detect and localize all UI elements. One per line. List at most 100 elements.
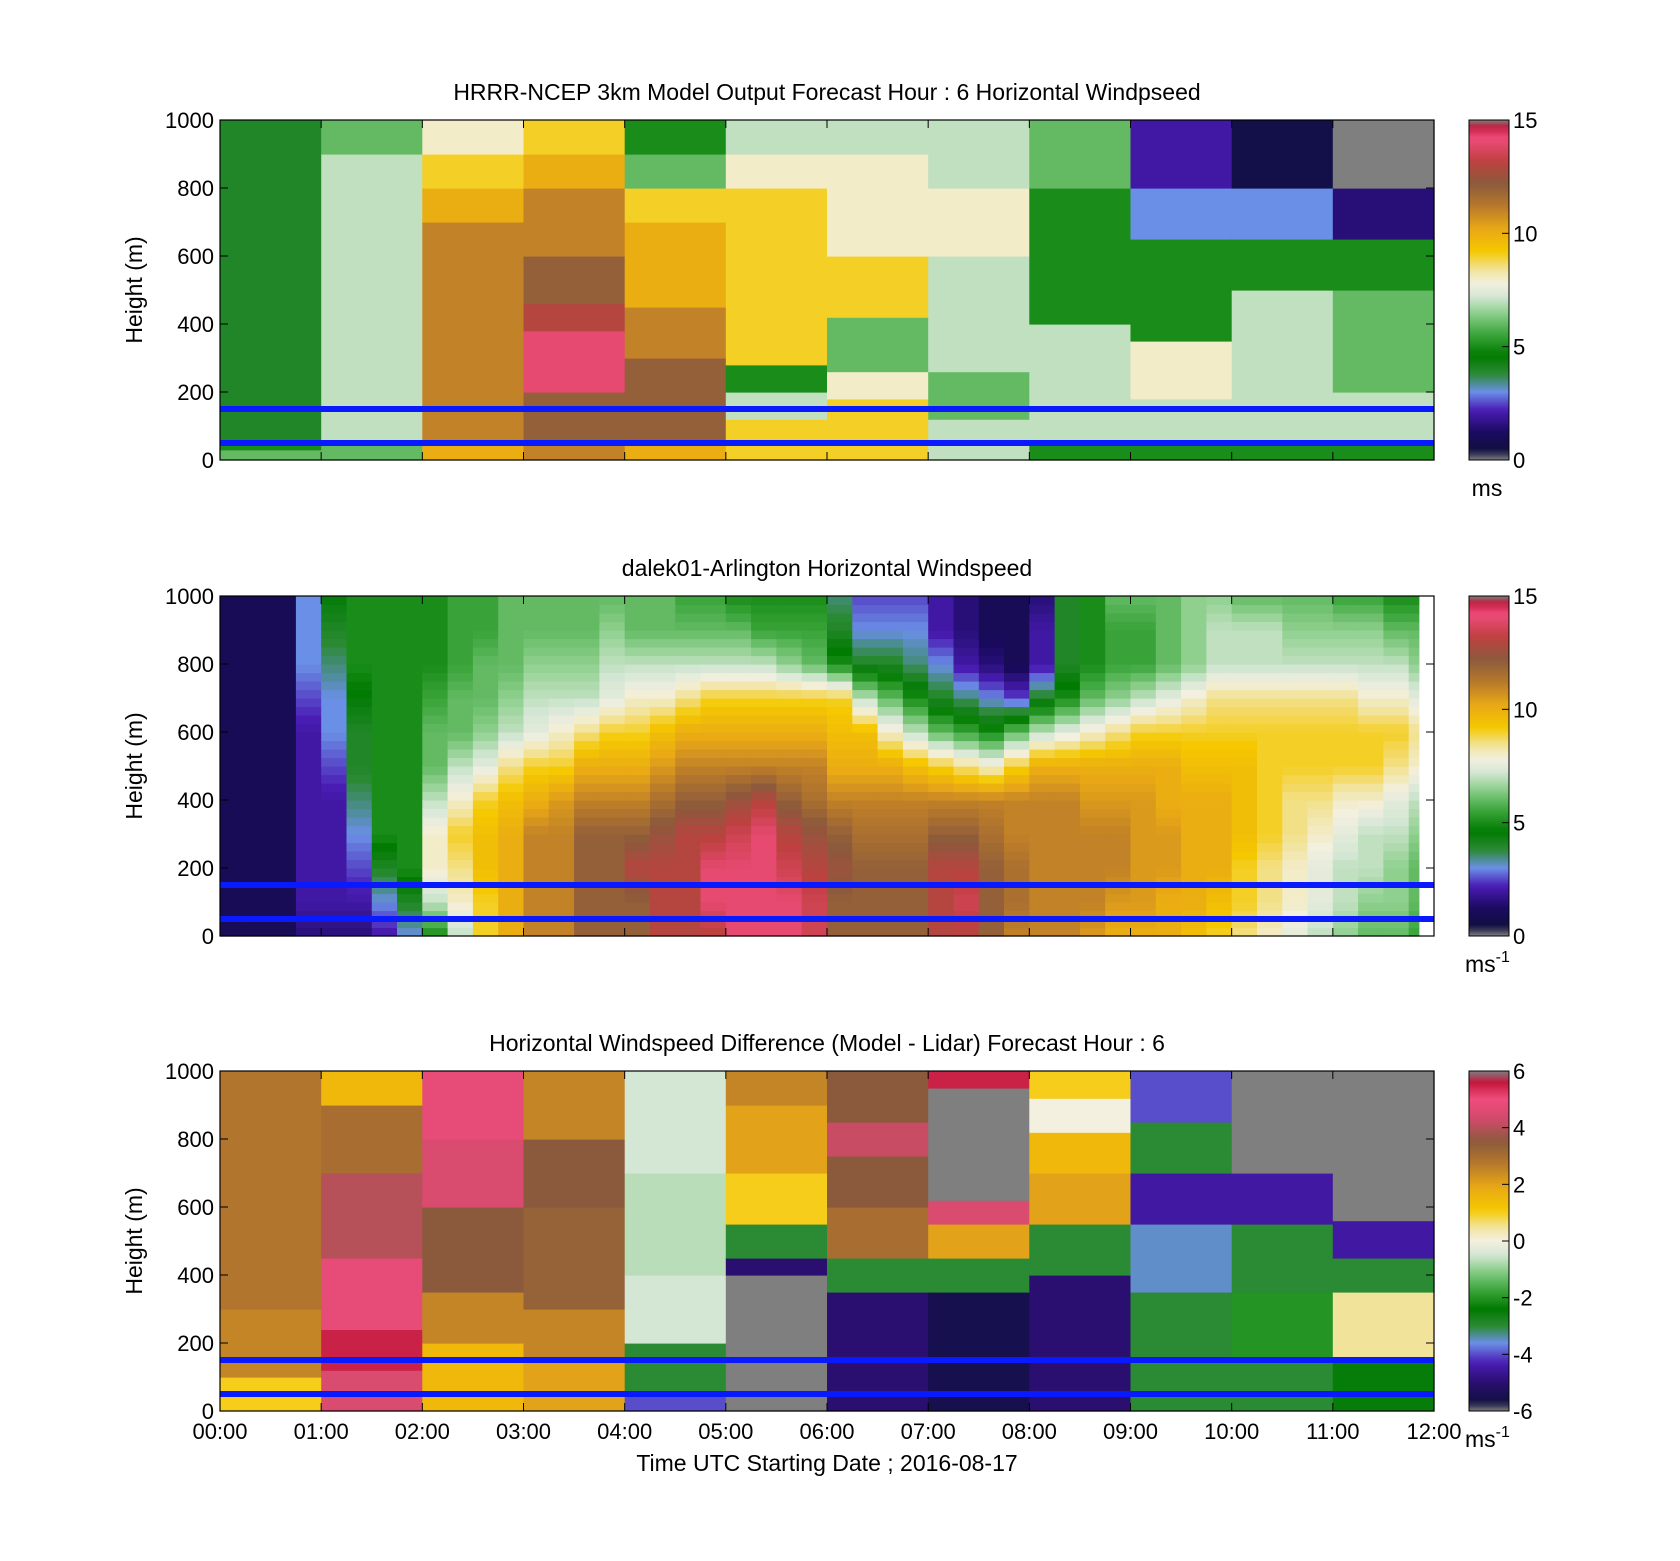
heatmap-cell <box>827 672 853 682</box>
heatmap-cell <box>928 120 1030 189</box>
heatmap-cell <box>498 664 525 674</box>
heatmap-cell <box>371 740 398 750</box>
heatmap-cell <box>1181 791 1207 801</box>
heatmap-cell <box>1307 817 1334 827</box>
heatmap-cell <box>472 706 499 716</box>
heatmap-cell <box>397 851 423 861</box>
colorbar-unit-exponent: -1 <box>1496 949 1510 966</box>
heatmap-cell <box>1408 851 1420 861</box>
heatmap-cell <box>1383 596 1410 606</box>
heatmap-cell <box>650 749 676 759</box>
heatmap-cell <box>1105 681 1132 691</box>
heatmap-cell <box>447 698 474 708</box>
heatmap-cell <box>523 910 550 920</box>
heatmap-cell <box>675 808 702 818</box>
heatmap-cell <box>1105 749 1132 759</box>
heatmap-cell <box>1130 398 1233 441</box>
heatmap-cell <box>1054 723 1081 733</box>
heatmap-cell <box>1231 647 1258 657</box>
heatmap-cell <box>700 689 727 699</box>
heatmap-cell <box>498 647 525 657</box>
heatmap-cell <box>776 740 803 750</box>
heatmap-cell <box>1079 885 1106 895</box>
heatmap-cell <box>675 664 702 674</box>
heatmap-cell <box>1029 902 1056 912</box>
heatmap-cell <box>1231 825 1258 835</box>
heatmap-cell <box>650 774 676 784</box>
heatmap-cell <box>371 647 398 657</box>
heatmap-cell <box>1231 1071 1334 1147</box>
y-tick-label: 0 <box>202 1399 214 1424</box>
heatmap-cell <box>321 919 348 929</box>
heatmap-cell <box>1307 732 1334 742</box>
heatmap-cell <box>700 723 727 733</box>
heatmap-cell <box>650 825 676 835</box>
heatmap-cell <box>295 808 322 818</box>
heatmap-cell <box>1257 715 1283 725</box>
heatmap-cell <box>270 851 297 861</box>
heatmap-cell <box>220 808 246 818</box>
heatmap-cell <box>650 791 676 801</box>
colorbar-unit-base: ms <box>1465 951 1496 977</box>
heatmap-cell <box>1231 834 1258 844</box>
heatmap-cell <box>346 859 373 869</box>
heatmap-cell <box>1206 672 1233 682</box>
heatmap-cell <box>220 732 246 742</box>
heatmap-cell <box>751 800 777 810</box>
heatmap-cell <box>1408 825 1420 835</box>
heatmap-cell <box>953 851 980 861</box>
heatmap-cell <box>220 902 246 912</box>
heatmap-cell <box>498 783 525 793</box>
heatmap-cell <box>928 188 1030 257</box>
heatmap-cell <box>1231 732 1258 742</box>
heatmap-cell <box>472 808 499 818</box>
reference-lines <box>220 1357 1434 1397</box>
heatmap-cell <box>751 604 777 614</box>
heatmap-cell <box>776 638 803 648</box>
heatmap-cell <box>422 749 449 759</box>
heatmap-cell <box>624 723 651 733</box>
heatmap-cell <box>270 732 297 742</box>
heatmap-cell <box>1029 715 1056 725</box>
heatmap-cell <box>1004 757 1030 767</box>
heatmap-cell <box>624 868 651 878</box>
colorbar-gradient <box>1468 595 1510 937</box>
heatmap-cell <box>1358 885 1384 895</box>
heatmap-cell <box>523 774 550 784</box>
heatmap-cell <box>321 655 348 665</box>
heatmap-cell <box>447 868 474 878</box>
heatmap-cell <box>1358 757 1384 767</box>
heatmap-cell <box>801 604 828 614</box>
heatmap-cell <box>321 868 348 878</box>
heatmap-cell <box>574 885 600 895</box>
heatmap-cell <box>852 647 879 657</box>
heatmap-cell <box>371 621 398 631</box>
heatmap-cell <box>1408 723 1420 733</box>
heatmap-cell <box>1358 834 1384 844</box>
heatmap-cell <box>472 621 499 631</box>
heatmap-cell <box>1332 647 1359 657</box>
heatmap-cell <box>371 664 398 674</box>
heatmap-cell <box>1282 723 1309 733</box>
heatmap-cell <box>650 664 676 674</box>
heatmap-cell <box>827 698 853 708</box>
heatmap-cell <box>574 859 600 869</box>
heatmap-cell <box>751 647 777 657</box>
heatmap-cell <box>978 672 1005 682</box>
heatmap-cell <box>1004 902 1030 912</box>
heatmap-cell <box>751 817 777 827</box>
heatmap-cell <box>827 120 929 155</box>
heatmap-cell <box>245 825 272 835</box>
heatmap-cell <box>1383 927 1410 937</box>
colorbar-tick-label: 0 <box>1513 924 1525 949</box>
heatmap-cell <box>498 817 525 827</box>
heatmap-cell <box>776 868 803 878</box>
heatmap-cell <box>1029 1071 1132 1099</box>
heatmap-cell <box>1105 842 1132 852</box>
heatmap-cell <box>472 757 499 767</box>
heatmap-cell <box>978 621 1005 631</box>
heatmap-cell <box>245 927 272 937</box>
heatmap-cell <box>1282 698 1309 708</box>
heatmap-cell <box>346 910 373 920</box>
x-tick-label: 12:00 <box>1406 1419 1461 1444</box>
